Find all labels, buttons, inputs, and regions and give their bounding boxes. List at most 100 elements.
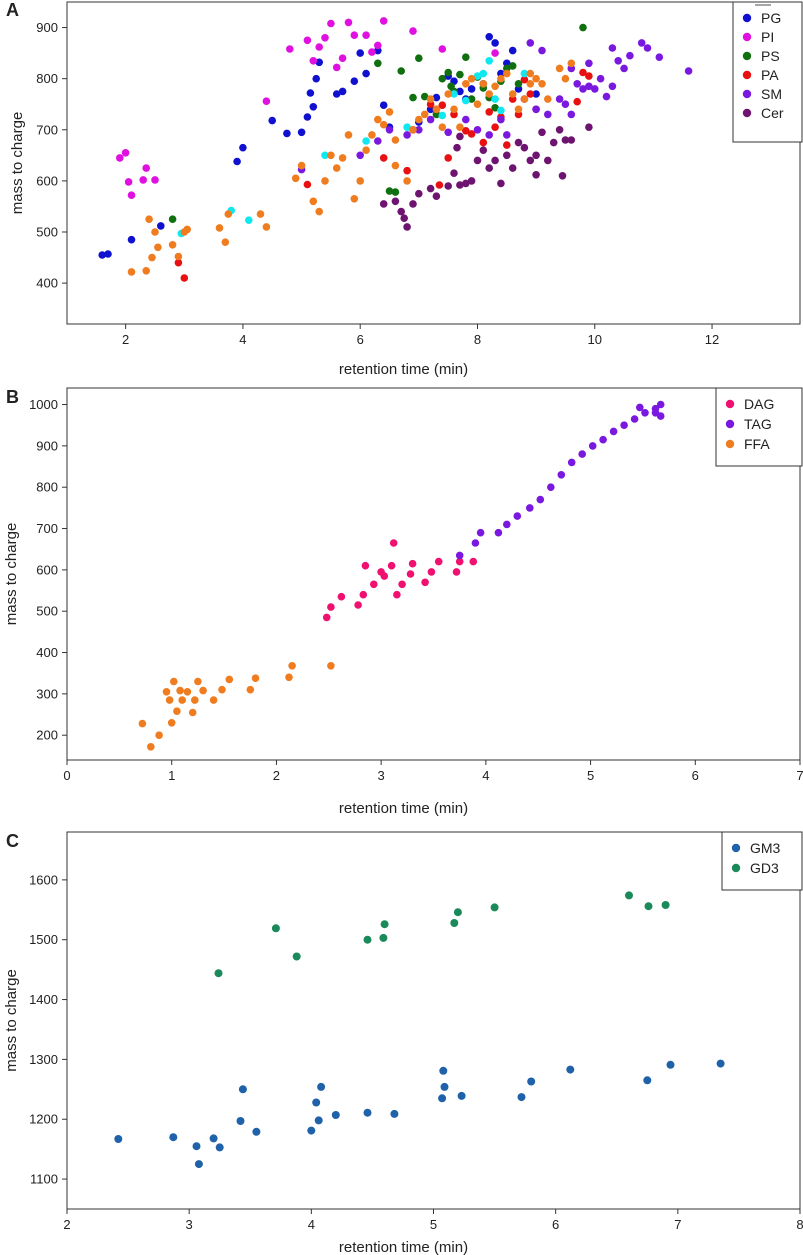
data-point xyxy=(450,919,459,927)
data-point xyxy=(362,31,370,39)
data-point xyxy=(191,696,199,704)
x-tick-label: 3 xyxy=(186,1217,193,1232)
data-point xyxy=(283,129,291,138)
data-point xyxy=(544,95,552,103)
data-point xyxy=(403,131,411,139)
data-point xyxy=(497,179,505,188)
data-point xyxy=(170,677,178,686)
data-point xyxy=(567,110,576,119)
y-tick-label: 300 xyxy=(36,686,58,701)
data-point xyxy=(585,59,593,68)
y-tick-label: 1100 xyxy=(30,1172,58,1187)
data-point xyxy=(503,64,511,73)
data-point xyxy=(514,105,523,114)
data-point xyxy=(389,539,398,547)
x-axis-label: retention time (min) xyxy=(339,800,468,817)
legend-label: GM3 xyxy=(750,840,781,856)
data-point xyxy=(579,23,587,32)
data-point xyxy=(363,1108,372,1117)
data-point xyxy=(656,412,665,420)
data-point xyxy=(368,48,376,56)
y-tick-label: 800 xyxy=(36,71,58,86)
data-point xyxy=(485,90,494,98)
data-point xyxy=(415,115,423,124)
data-point xyxy=(608,44,617,52)
data-point xyxy=(567,59,576,68)
data-point xyxy=(415,126,423,134)
data-point xyxy=(491,104,499,112)
data-point xyxy=(626,51,634,60)
data-point xyxy=(350,195,359,203)
series-ps xyxy=(168,23,587,223)
data-point xyxy=(356,49,365,57)
data-point xyxy=(344,131,353,139)
data-point xyxy=(520,95,529,103)
data-point xyxy=(379,154,388,162)
data-point xyxy=(588,442,597,450)
x-tick-label: 5 xyxy=(430,1217,437,1232)
data-point xyxy=(473,100,482,108)
data-point xyxy=(514,138,523,147)
plot-frame xyxy=(66,831,801,1210)
data-point xyxy=(165,696,174,704)
data-point xyxy=(608,82,617,91)
data-point xyxy=(415,54,423,62)
legend: PG PI PS PA SM Cer xyxy=(732,1,803,143)
data-point xyxy=(380,920,389,929)
data-point xyxy=(427,568,436,576)
data-point xyxy=(327,19,335,28)
data-point xyxy=(456,132,464,141)
data-point xyxy=(379,17,388,25)
data-point xyxy=(573,97,581,106)
data-point xyxy=(194,677,202,686)
data-point xyxy=(285,673,293,682)
data-point xyxy=(467,130,476,138)
data-point xyxy=(362,146,370,154)
data-point xyxy=(406,570,415,578)
data-point xyxy=(555,95,564,103)
data-point xyxy=(491,39,499,47)
data-point xyxy=(426,184,435,193)
data-point xyxy=(332,63,341,72)
data-point xyxy=(368,131,376,139)
y-tick-label: 700 xyxy=(36,122,58,137)
panel-letter: B xyxy=(6,387,19,407)
data-point xyxy=(602,92,611,101)
data-point xyxy=(218,685,226,694)
data-point xyxy=(438,45,447,53)
legend-marker xyxy=(742,32,752,42)
y-tick-label: 800 xyxy=(36,480,58,495)
y-tick-label: 400 xyxy=(36,276,58,291)
plot-frame xyxy=(66,387,801,761)
data-point xyxy=(221,238,230,246)
data-point xyxy=(485,108,494,116)
data-point xyxy=(435,181,444,189)
data-point xyxy=(503,69,511,78)
data-point xyxy=(494,528,503,537)
data-point xyxy=(151,176,159,184)
data-point xyxy=(538,46,546,55)
data-point xyxy=(245,216,253,224)
data-point xyxy=(374,59,382,68)
y-tick-label: 700 xyxy=(36,521,58,536)
data-point xyxy=(327,151,335,160)
legend-marker xyxy=(742,89,752,99)
data-point xyxy=(297,128,306,137)
data-point xyxy=(209,696,218,704)
data-point xyxy=(444,128,453,137)
data-point xyxy=(297,161,306,170)
data-point xyxy=(379,101,388,109)
data-point xyxy=(288,662,296,670)
data-point xyxy=(532,171,540,179)
legend-label: PG xyxy=(761,10,781,26)
data-point xyxy=(432,93,441,102)
data-point xyxy=(438,74,447,83)
data-point xyxy=(479,138,488,147)
data-point xyxy=(309,103,318,111)
data-point xyxy=(362,69,370,78)
data-point xyxy=(456,181,464,189)
data-point xyxy=(473,72,482,80)
data-point xyxy=(456,123,464,131)
data-point xyxy=(620,421,628,430)
data-point xyxy=(331,1111,340,1119)
